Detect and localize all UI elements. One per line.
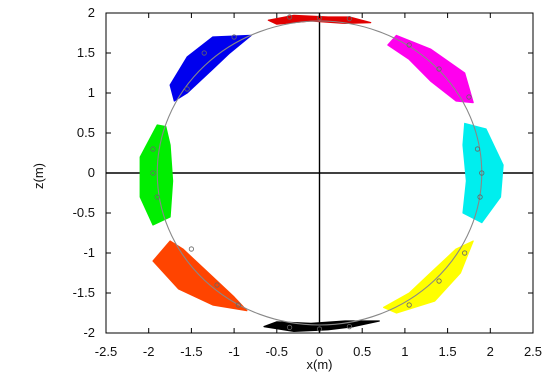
x-tick-label: 2	[487, 344, 494, 359]
trajectory-point-7	[406, 42, 412, 48]
trajectory-point-11	[150, 170, 156, 176]
trajectory-point-15	[477, 194, 483, 200]
y-axis-ticks: -2 -1.5 -1 -0.5 0 0.5 1 1.5 2	[73, 5, 533, 340]
x-tick-label: -2	[143, 344, 155, 359]
x-tick-label: 1	[401, 344, 408, 359]
y-tick-label: 1.5	[77, 45, 95, 60]
trajectory-point-12	[154, 194, 160, 200]
trajectory-point-6	[184, 86, 190, 92]
x-tick-label: -1	[228, 344, 240, 359]
x-tick-label: -2.5	[95, 344, 117, 359]
x-tick-label: 2.5	[524, 344, 542, 359]
trajectory-point-16	[188, 246, 194, 252]
y-tick-label: 1	[88, 85, 95, 100]
y-tick-label: 2	[88, 5, 95, 20]
trajectory-point-20	[436, 278, 442, 284]
trajectory-point-8	[436, 66, 442, 72]
trajectory-point-13	[474, 146, 481, 152]
x-tick-label: 1.5	[439, 344, 457, 359]
trajectory-point-14	[479, 170, 485, 176]
trajectory-point-17	[214, 282, 220, 288]
trajectory-point-22	[287, 324, 293, 330]
y-tick-label: -1	[83, 245, 95, 260]
cluster-7	[383, 240, 474, 314]
trajectory-point-9	[466, 94, 472, 100]
reference-lines	[106, 13, 533, 333]
trajectory-points-layer	[150, 14, 485, 332]
x-tick-label: 0.5	[353, 344, 371, 359]
y-tick-label: -2	[83, 325, 95, 340]
trajectory-point-1	[287, 14, 293, 20]
y-tick-label: 0	[88, 165, 95, 180]
trajectory-point-24	[346, 323, 352, 330]
y-tick-label: 0.5	[77, 125, 95, 140]
trajectory-point-18	[235, 302, 241, 308]
trajectory-point-5	[231, 34, 237, 40]
y-tick-label: -1.5	[73, 285, 95, 300]
cluster-2	[169, 34, 252, 102]
x-tick-label: 0	[316, 344, 323, 359]
cluster-5	[462, 122, 504, 224]
trajectory-point-3	[346, 15, 352, 22]
cluster-4	[139, 124, 174, 226]
trajectory-circle	[156, 20, 483, 326]
y-axis-title: z(m)	[31, 163, 46, 189]
x-tick-label: -1.5	[180, 344, 202, 359]
trajectory-point-21	[462, 250, 468, 256]
y-tick-label: -0.5	[73, 205, 95, 220]
x-tick-label: -0.5	[266, 344, 288, 359]
x-axis-title: x(m)	[307, 357, 333, 372]
trajectory-point-10	[150, 146, 156, 152]
trajectory-point-19	[406, 302, 412, 308]
trajectory-circle-layer	[156, 20, 483, 326]
x-axis-ticks: -2.5 -2 -1.5 -1 -0.5 0 0.5 1 1.5 2 2.5	[95, 13, 542, 359]
trajectory-point-4	[201, 50, 207, 56]
